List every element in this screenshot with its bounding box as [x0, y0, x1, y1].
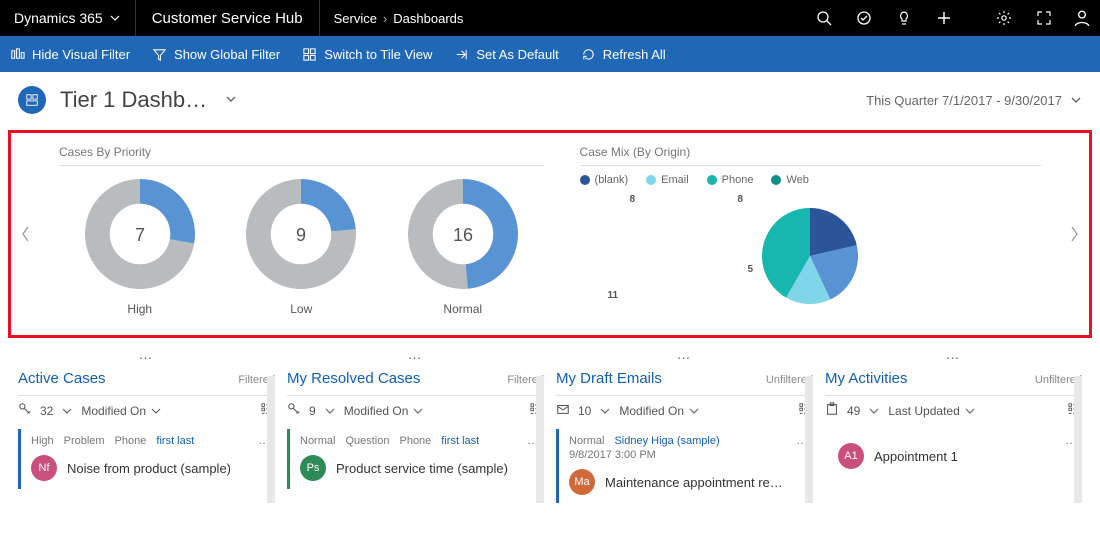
svg-text:7: 7	[135, 225, 145, 245]
panel-cases-by-priority: Cases By Priority 7 High 9 Low 16 Normal	[45, 137, 558, 331]
chevron-down-icon[interactable]	[868, 405, 880, 417]
stream-title[interactable]: My Draft Emails	[556, 370, 662, 387]
sort-picker[interactable]: Modified On	[344, 404, 425, 418]
donut-chart[interactable]: 16	[403, 174, 523, 294]
scrollbar[interactable]	[805, 376, 813, 503]
cmd-set-default[interactable]: Set As Default	[454, 47, 558, 62]
panel-title: Cases By Priority	[59, 145, 544, 166]
record-card[interactable]: … NormalSidney Higa (sample) 9/8/2017 3:…	[556, 429, 813, 503]
expand-icon[interactable]	[1024, 10, 1064, 26]
chevron-down-icon[interactable]	[324, 405, 336, 417]
brand-label: Dynamics 365	[14, 10, 103, 26]
streams-row: … Active Cases Filtered 32 Modified On ……	[0, 338, 1100, 503]
date-range-picker[interactable]: This Quarter 7/1/2017 - 9/30/2017	[866, 93, 1082, 108]
key-icon	[18, 402, 32, 419]
scroll-left-button[interactable]	[15, 137, 37, 331]
mail-icon	[556, 402, 570, 419]
stream-title[interactable]: Active Cases	[18, 370, 106, 387]
stream: … Active Cases Filtered 32 Modified On ……	[18, 346, 275, 503]
panel-case-mix-origin: Case Mix (By Origin) (blank) Email Phone We…	[566, 137, 1055, 331]
record-card[interactable]: … NormalQuestionPhonefirst last Ps Produ…	[287, 429, 544, 489]
sort-picker[interactable]: Last Updated	[888, 404, 975, 418]
chevron-down-icon[interactable]	[599, 405, 611, 417]
scrollbar[interactable]	[1074, 376, 1082, 503]
title-dropdown[interactable]	[225, 93, 237, 108]
card-title: Appointment 1	[874, 449, 958, 464]
legend-item[interactable]: Email	[646, 174, 689, 186]
add-icon[interactable]	[924, 10, 964, 26]
avatar: A1	[838, 443, 864, 469]
avatar: Ma	[569, 469, 595, 495]
top-nav: Dynamics 365 Customer Service Hub Servic…	[0, 0, 1100, 36]
avatar: Nf	[31, 455, 57, 481]
user-avatar[interactable]	[1064, 0, 1100, 36]
clip-icon	[825, 402, 839, 419]
cmd-show-global-filter[interactable]: Show Global Filter	[152, 47, 280, 62]
page-title: Tier 1 Dashb…	[60, 87, 207, 113]
sort-picker[interactable]: Modified On	[619, 404, 700, 418]
record-card[interactable]: … A1 Appointment 1	[825, 429, 1082, 477]
record-count: 32	[40, 404, 53, 418]
stream-title[interactable]: My Activities	[825, 370, 908, 387]
record-link[interactable]: first last	[441, 435, 479, 447]
avatar: Ps	[300, 455, 326, 481]
chevron-down-icon	[109, 12, 121, 24]
more-icon[interactable]: …	[825, 346, 1082, 364]
hub-name: Customer Service Hub	[136, 0, 320, 36]
search-icon[interactable]	[804, 10, 844, 26]
record-link[interactable]: Sidney Higa (sample)	[614, 435, 719, 447]
svg-text:9: 9	[296, 225, 306, 245]
more-icon[interactable]: …	[556, 346, 813, 364]
more-icon[interactable]: …	[18, 346, 275, 364]
card-title: Noise from product (sample)	[67, 461, 231, 476]
chevron-right-icon: ›	[383, 11, 387, 26]
chevron-down-icon	[1070, 94, 1082, 106]
task-icon[interactable]	[844, 10, 884, 26]
gear-icon[interactable]	[984, 10, 1024, 26]
dashboard-badge-icon	[18, 86, 46, 114]
scrollbar[interactable]	[536, 376, 544, 503]
stream: … My Draft Emails Unfiltered 10 Modified…	[556, 346, 813, 503]
stream: … My Activities Unfiltered 49 Last Updat…	[825, 346, 1082, 503]
cmd-hide-visual-filter[interactable]: Hide Visual Filter	[10, 47, 130, 62]
record-card[interactable]: … HighProblemPhonefirst last Nf Noise fr…	[18, 429, 275, 489]
scroll-right-button[interactable]	[1063, 137, 1085, 331]
visual-filter-highlight: Cases By Priority 7 High 9 Low 16 Normal…	[8, 130, 1092, 338]
svg-text:16: 16	[453, 225, 473, 245]
record-count: 10	[578, 404, 591, 418]
card-title: Maintenance appointment re…	[605, 475, 783, 490]
panel-title: Case Mix (By Origin)	[580, 145, 1041, 166]
pie-chart[interactable]: 88511	[580, 192, 1041, 320]
legend-item[interactable]: Web	[771, 174, 808, 186]
lightbulb-icon[interactable]	[884, 10, 924, 26]
card-title: Product service time (sample)	[336, 461, 508, 476]
donut-label: High	[80, 302, 200, 316]
crumb-dashboards[interactable]: Dashboards	[393, 11, 463, 26]
command-bar: Hide Visual Filter Show Global Filter Sw…	[0, 36, 1100, 72]
app-switcher[interactable]: Dynamics 365	[0, 0, 136, 36]
record-count: 49	[847, 404, 860, 418]
record-count: 9	[309, 404, 316, 418]
legend-item[interactable]: Phone	[707, 174, 754, 186]
legend-item[interactable]: (blank)	[580, 174, 629, 186]
donut-chart[interactable]: 7	[80, 174, 200, 294]
sort-picker[interactable]: Modified On	[81, 404, 162, 418]
donut-label: Low	[241, 302, 361, 316]
scrollbar[interactable]	[267, 376, 275, 503]
more-icon[interactable]: …	[287, 346, 544, 364]
cmd-switch-tile-view[interactable]: Switch to Tile View	[302, 47, 432, 62]
crumb-service[interactable]: Service	[334, 11, 377, 26]
chevron-down-icon[interactable]	[61, 405, 73, 417]
stream-title[interactable]: My Resolved Cases	[287, 370, 420, 387]
stream: … My Resolved Cases Filtered 9 Modified …	[287, 346, 544, 503]
key-icon	[287, 402, 301, 419]
breadcrumb: Service › Dashboards	[320, 0, 478, 36]
donut-label: Normal	[403, 302, 523, 316]
record-link[interactable]: first last	[156, 435, 194, 447]
title-bar: Tier 1 Dashb… This Quarter 7/1/2017 - 9/…	[0, 72, 1100, 124]
cmd-refresh-all[interactable]: Refresh All	[581, 47, 666, 62]
donut-chart[interactable]: 9	[241, 174, 361, 294]
